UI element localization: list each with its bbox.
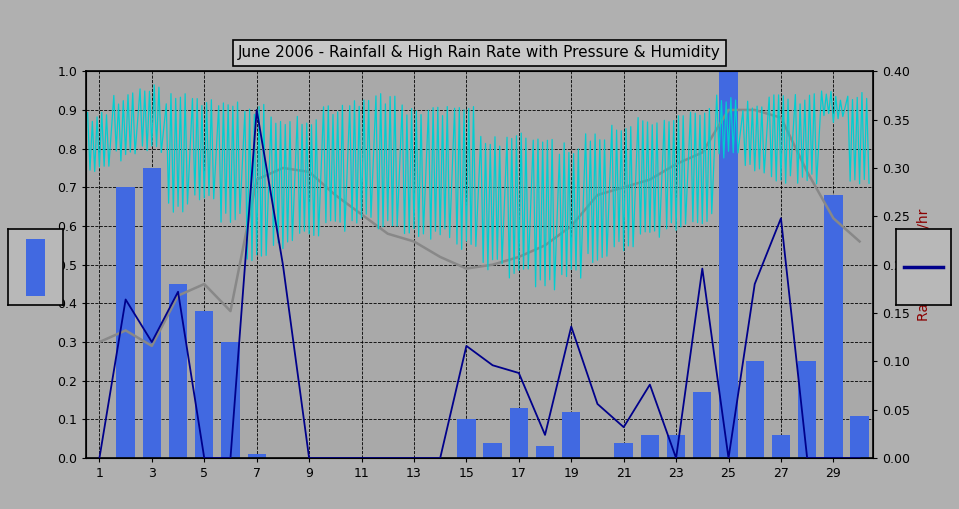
Bar: [745, 361, 764, 458]
Bar: [667, 435, 686, 458]
Bar: [798, 361, 816, 458]
Bar: [562, 412, 580, 458]
Bar: [195, 311, 214, 458]
Bar: [26, 239, 45, 296]
Bar: [169, 284, 187, 458]
Title: June 2006 - Rainfall & High Rain Rate with Pressure & Humidity: June 2006 - Rainfall & High Rain Rate wi…: [238, 45, 721, 61]
Bar: [772, 435, 790, 458]
Bar: [143, 168, 161, 458]
Bar: [509, 408, 528, 458]
Bar: [824, 195, 843, 458]
Bar: [536, 446, 554, 458]
Bar: [457, 419, 476, 458]
Y-axis label: Rain - in: Rain - in: [36, 236, 50, 293]
Bar: [693, 392, 712, 458]
Bar: [851, 415, 869, 458]
Bar: [116, 187, 135, 458]
Bar: [222, 342, 240, 458]
Bar: [641, 435, 659, 458]
Bar: [719, 71, 737, 458]
Bar: [483, 443, 502, 458]
Bar: [247, 454, 266, 458]
Y-axis label: Rain Rate - in/hr: Rain Rate - in/hr: [917, 209, 930, 321]
Bar: [615, 443, 633, 458]
